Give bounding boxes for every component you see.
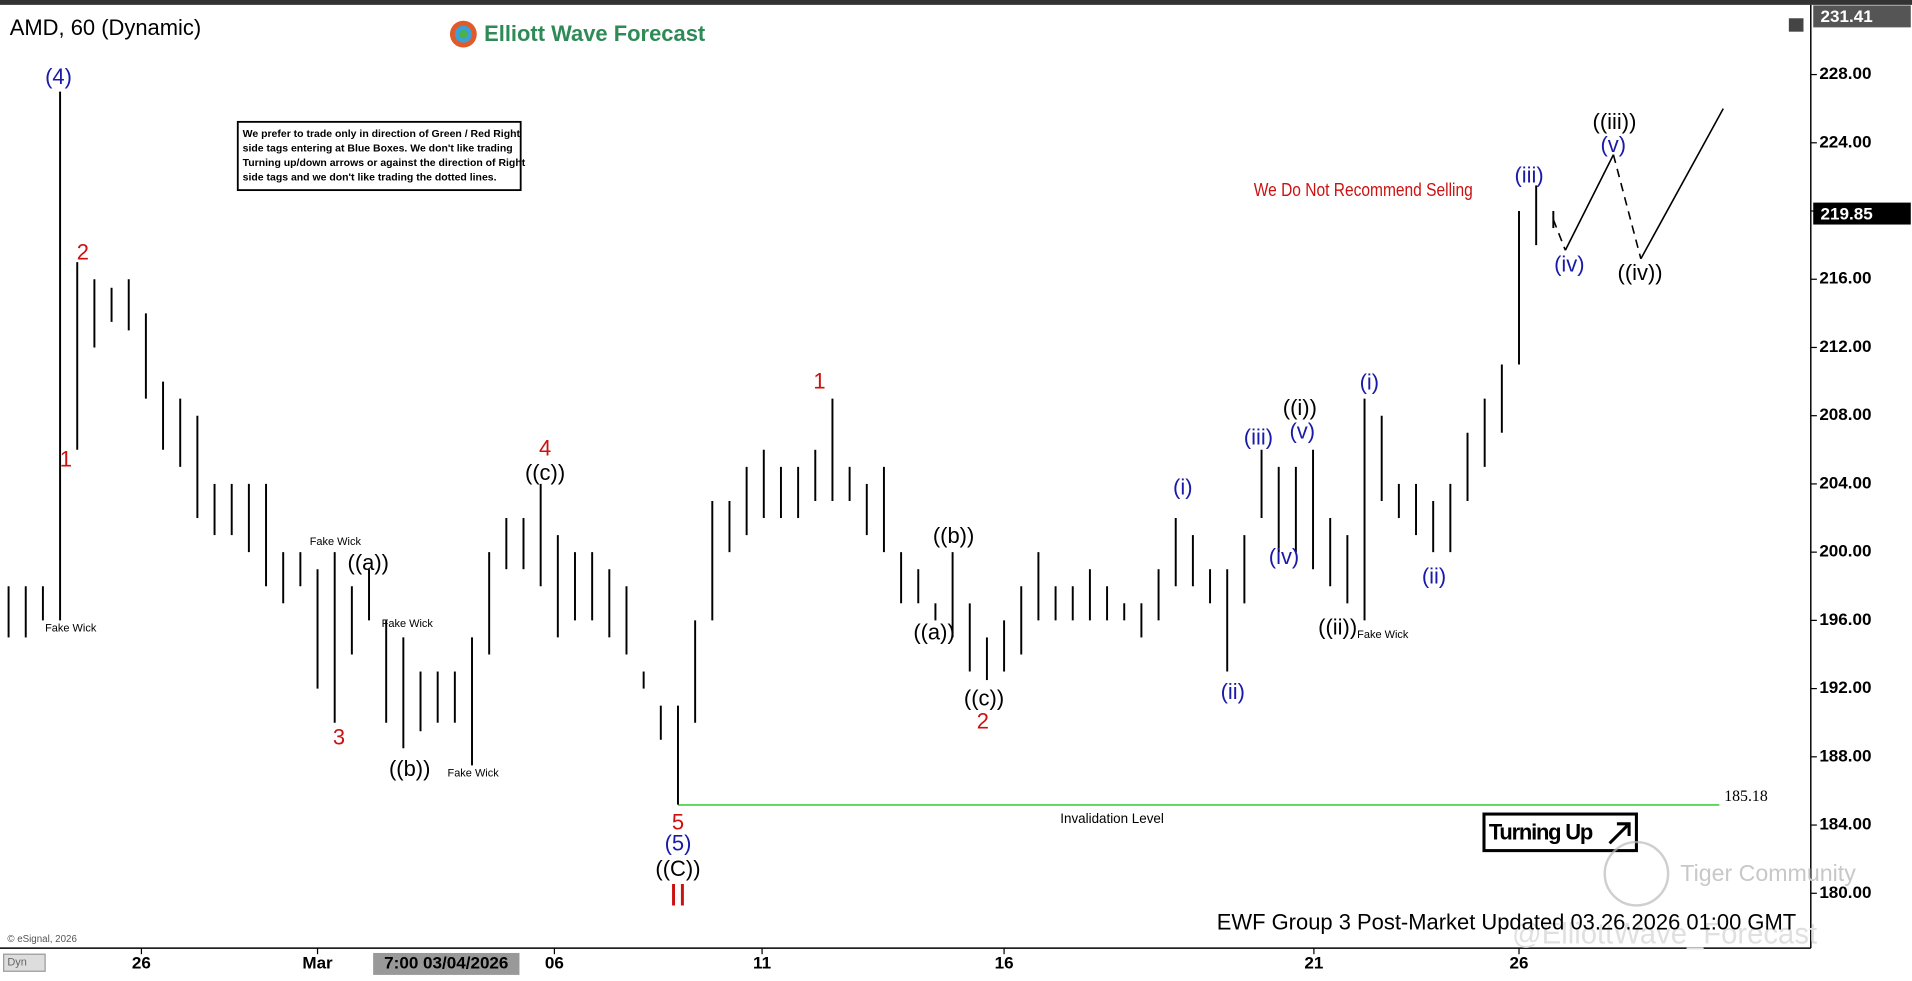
wave-label: (iii) (1244, 425, 1273, 450)
wave-label: Fake Wick (448, 768, 500, 780)
top-border (0, 0, 1912, 5)
dyn-label: Dyn (7, 957, 27, 969)
wave-label: (iv) (1554, 251, 1584, 276)
footer: EWF Group 3 Post-Market Updated 03.26.20… (1217, 910, 1796, 935)
wave-label: 2 (977, 708, 989, 733)
wave-label: ((c)) (525, 460, 565, 485)
dyn-box (3, 953, 46, 972)
cursor-box (373, 952, 520, 975)
y-tick-label: 188.00 (1819, 746, 1871, 765)
x-tick-label: 11 (753, 953, 771, 972)
badge-box (1482, 812, 1638, 853)
x-tick-label: Mar (302, 953, 333, 972)
price-tag (1813, 5, 1911, 28)
window-icon (1788, 18, 1804, 32)
note-line: We prefer to trade only in direction of … (243, 129, 521, 140)
copyright: © eSignal, 2026 (7, 934, 77, 945)
price-tag-label: 231.41 (1821, 7, 1873, 26)
wave-label: 2 (77, 239, 89, 264)
wave-label: (iv) (1269, 544, 1299, 569)
projection-path (1640, 108, 1724, 260)
wave-label: Fake Wick (45, 623, 97, 635)
wave-label: (i) (1360, 370, 1380, 395)
cursor-label: 7:00 03/04/2026 (384, 953, 508, 972)
wave-label: (ii) (1221, 679, 1245, 704)
wave-label: (v) (1290, 418, 1316, 443)
wave-label: (5) (665, 830, 692, 855)
wave-label: We Do Not Recommend Selling (1254, 180, 1473, 200)
wave-label: ((a)) (913, 619, 954, 644)
logo-icon (459, 29, 468, 39)
wave-label: ((iv)) (1618, 260, 1663, 285)
wave-label: ((a)) (348, 550, 389, 575)
y-tick-label: 228.00 (1819, 64, 1871, 83)
wave-label: ((C)) (655, 856, 700, 881)
badge-text: Turning Up (1489, 819, 1593, 844)
wave-label: II (669, 876, 687, 912)
chart-title: AMD, 60 (Dynamic) (10, 15, 201, 40)
price-tag (1813, 202, 1911, 225)
wave-label: 4 (539, 435, 551, 460)
note: We prefer to trade only in direction of … (243, 129, 526, 184)
wave-label: ((ii)) (1318, 615, 1357, 640)
note-line: side tags entering at Blue Boxes. We don… (243, 143, 513, 154)
projection-path (1552, 219, 1567, 251)
wave-label: Fake Wick (1357, 629, 1409, 641)
y-tick-label: 200.00 (1819, 542, 1871, 561)
y-tick-label: 216.00 (1819, 269, 1871, 288)
price-tag-label: 219.85 (1821, 204, 1873, 223)
x-tick-label: 21 (1304, 953, 1323, 972)
y-tick-label: 180.00 (1819, 883, 1871, 902)
wave-label: 3 (333, 724, 345, 749)
projection-path (1564, 154, 1615, 251)
x-tick-label: 26 (1510, 953, 1529, 972)
badge-arrow (1608, 822, 1631, 845)
x-tick-label: 06 (545, 953, 564, 972)
y-tick-label: 192.00 (1819, 678, 1871, 697)
y-tick-label: 212.00 (1819, 337, 1871, 356)
wave-label: 5 (672, 810, 684, 835)
wave-label: Fake Wick (310, 536, 362, 548)
wave-label: (4) (45, 64, 72, 89)
invalidation-value: 185.18 (1724, 788, 1768, 805)
wave-label: ((b)) (389, 756, 430, 781)
y-tick-label: 204.00 (1819, 473, 1871, 492)
wave-label: (ii) (1422, 563, 1446, 588)
wave-label: (i) (1173, 474, 1193, 499)
wave-label: ((i)) (1283, 395, 1317, 420)
x-tick-label: 26 (132, 953, 151, 972)
note-box (236, 120, 522, 192)
wave-label: Fake Wick (382, 618, 434, 630)
note-line: Turning up/down arrows or against the di… (243, 158, 526, 169)
logo: Elliott Wave Forecast (449, 20, 706, 48)
wave-label: (iii) (1514, 163, 1543, 188)
wave-label: (v) (1600, 132, 1626, 157)
wave-label: ((b)) (933, 523, 974, 548)
x-tick-label: 16 (995, 953, 1014, 972)
wave-label: 1 (813, 368, 825, 393)
logo-text: Elliott Wave Forecast (484, 21, 706, 46)
wave-label: ((iii)) (1593, 109, 1637, 134)
y-tick-label: 224.00 (1819, 132, 1871, 151)
wave-label: ((c)) (964, 685, 1004, 710)
watermark: @ElliottWave_Forecast (1512, 919, 1817, 951)
y-tick-label: 208.00 (1819, 405, 1871, 424)
note-line: side tags and we don't like trading the … (243, 173, 497, 184)
y-tick-label: 184.00 (1819, 815, 1871, 834)
projection-path (1612, 154, 1642, 259)
y-tick-label: 196.00 (1819, 610, 1871, 629)
watermark-icon (1603, 840, 1670, 907)
wave-label: 1 (60, 446, 72, 471)
invalidation-label: Invalidation Level (1060, 811, 1164, 826)
watermark: Tiger Community (1680, 860, 1856, 886)
